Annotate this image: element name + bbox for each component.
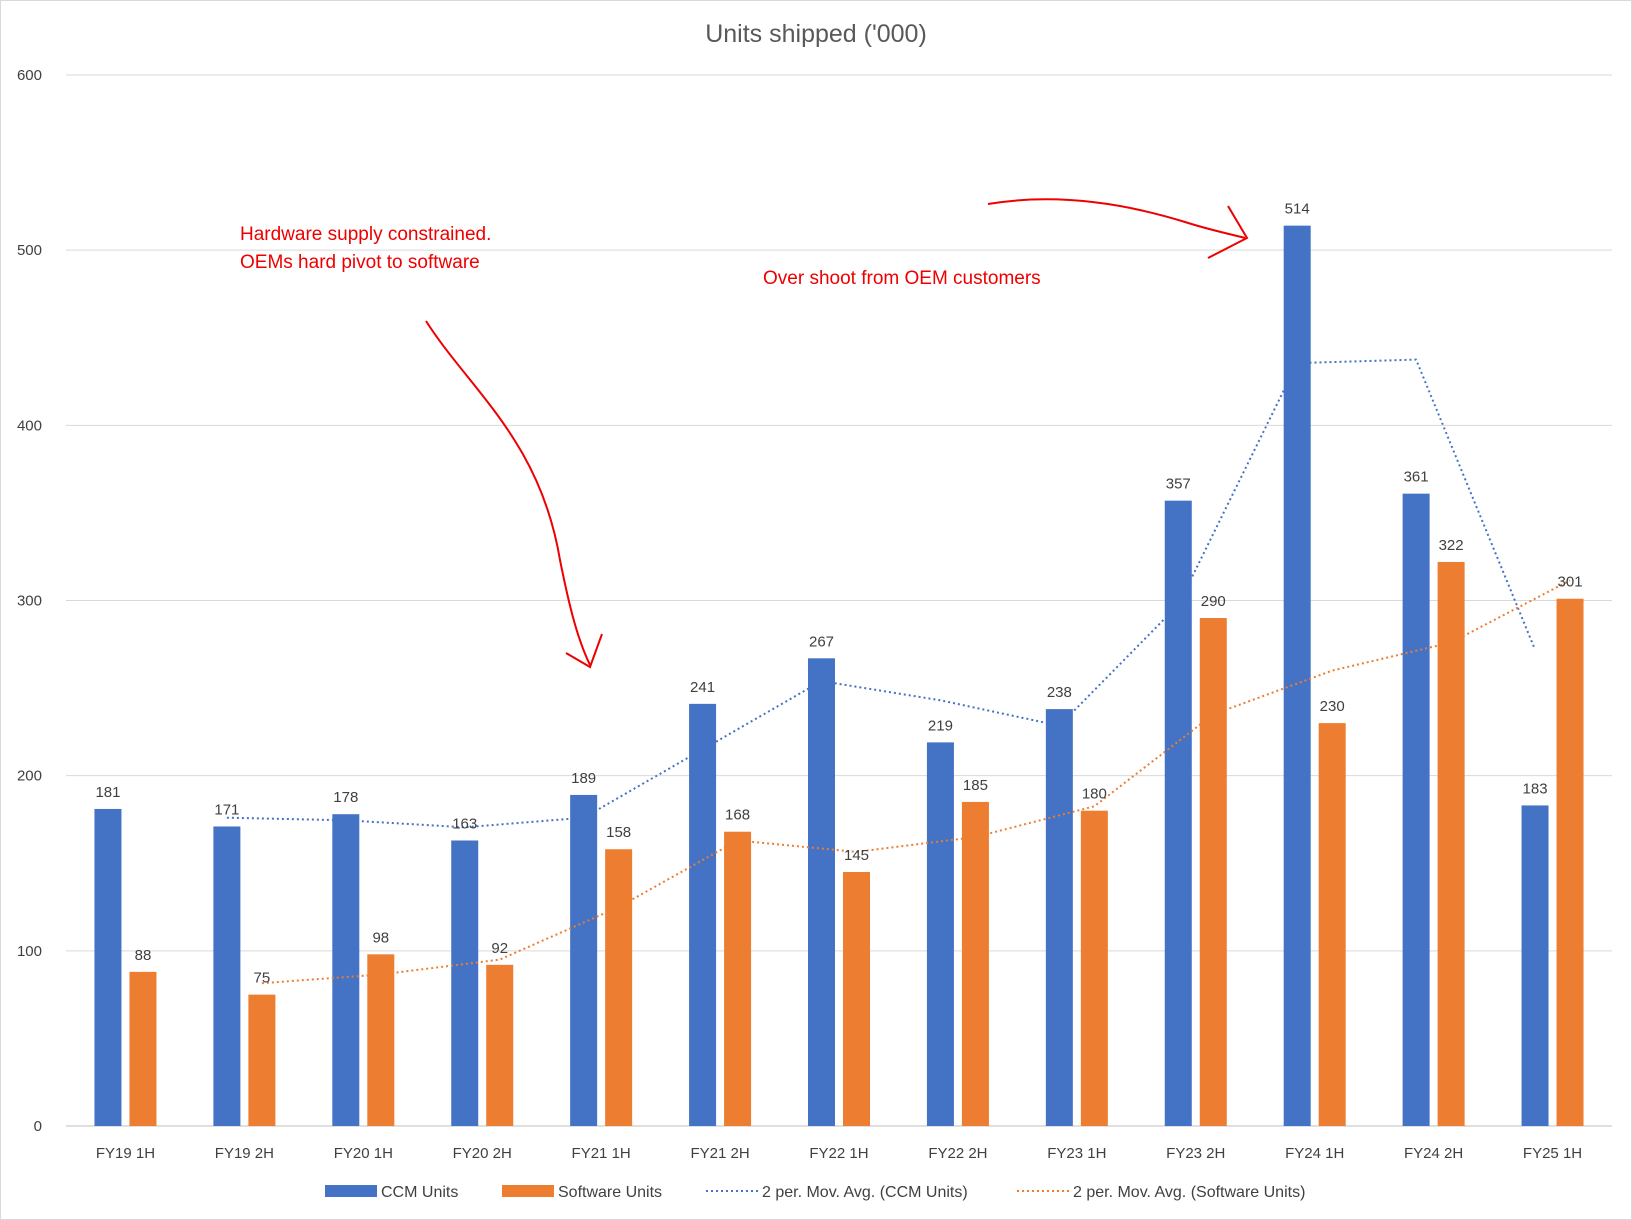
chart-title: Units shipped ('000) — [705, 20, 927, 48]
ccm-bar — [332, 814, 360, 1126]
x-tick-label: FY23 1H — [1047, 1145, 1106, 1162]
ccm-bar — [213, 826, 241, 1126]
ccm-data-label: 514 — [1285, 201, 1310, 218]
software-data-label: 75 — [254, 970, 271, 987]
software-data-label: 92 — [491, 940, 508, 957]
y-tick-label: 400 — [17, 417, 42, 434]
ccm-bar — [1164, 500, 1192, 1126]
software-bar — [961, 801, 989, 1126]
y-axis-ticks: 0 100 200 300 400 500 600 — [17, 67, 42, 1135]
ccm-data-label: 163 — [452, 815, 477, 832]
ccm-bar — [689, 703, 717, 1126]
software-data-label: 322 — [1439, 537, 1464, 554]
legend-software-moving-average-label: 2 per. Mov. Avg. (Software Units) — [1073, 1184, 1305, 1201]
ccm-data-label: 189 — [571, 770, 596, 787]
annotation-1-arrowhead — [565, 633, 603, 669]
gridlines — [66, 74, 1612, 1127]
ccm-data-label: 219 — [928, 717, 953, 734]
ccm-data-label: 181 — [95, 784, 120, 801]
ccm-data-label: 267 — [809, 633, 834, 650]
x-tick-label: FY20 2H — [453, 1145, 512, 1162]
legend-software-units-label: Software Units — [558, 1184, 662, 1201]
y-tick-label: 500 — [17, 242, 42, 259]
ccm-data-label: 178 — [333, 789, 358, 806]
x-tick-label: FY19 2H — [215, 1145, 274, 1162]
ccm-bar — [451, 840, 479, 1126]
y-tick-label: 100 — [17, 943, 42, 960]
software-bar — [1080, 810, 1108, 1126]
ccm-data-label: 357 — [1166, 476, 1191, 493]
software-data-label: 180 — [1082, 786, 1107, 803]
ccm-data-label: 361 — [1404, 469, 1429, 486]
software-data-label: 88 — [135, 947, 152, 964]
legend-ccm-units-swatch — [325, 1185, 377, 1197]
software-bar — [605, 849, 633, 1126]
annotation-2-arrow — [987, 198, 1246, 239]
ccm-bar — [1045, 709, 1073, 1126]
ccm-bar — [1521, 805, 1549, 1126]
ccm-data-label: 238 — [1047, 684, 1072, 701]
annotation-2-line-1: Over shoot from OEM customers — [763, 268, 1041, 289]
annotations: Hardware supply constrained. OEMs hard p… — [240, 198, 1249, 669]
ccm-bar — [808, 658, 835, 1126]
ccm-bar — [1402, 493, 1430, 1127]
software-bar — [1318, 723, 1346, 1126]
software-data-label: 290 — [1201, 593, 1226, 610]
legend-software-units-swatch — [502, 1185, 554, 1197]
x-tick-label: FY21 1H — [572, 1145, 631, 1162]
software-bar — [248, 994, 276, 1126]
bars — [94, 225, 1584, 1127]
software-data-label: 301 — [1558, 574, 1583, 591]
annotation-1-line-1: Hardware supply constrained. — [240, 224, 491, 245]
data-labels: 181 171 178 163 189 241 267 219 238 357 514 361 183 8… — [95, 201, 1582, 987]
ccm-bar — [570, 794, 598, 1126]
y-tick-label: 0 — [34, 1118, 42, 1135]
x-tick-label: FY22 2H — [928, 1145, 987, 1162]
x-tick-label: FY24 1H — [1285, 1145, 1344, 1162]
x-tick-label: FY23 2H — [1166, 1145, 1225, 1162]
software-bar — [129, 971, 157, 1126]
annotation-2-arrowhead — [1207, 205, 1249, 259]
software-data-label: 158 — [606, 824, 631, 841]
software-data-label: 145 — [844, 847, 869, 864]
trendlines — [226, 358, 1571, 985]
ccm-bar — [1283, 225, 1311, 1127]
x-axis-ticks: FY19 1H FY19 2H FY20 1H FY20 2H FY21 1H FY21 … — [96, 1145, 1582, 1162]
x-tick-label: FY25 1H — [1523, 1145, 1582, 1162]
x-tick-label: FY21 2H — [690, 1145, 749, 1162]
software-bar — [367, 954, 395, 1126]
y-tick-label: 200 — [17, 768, 42, 785]
ccm-data-label: 183 — [1523, 780, 1548, 797]
software-data-label: 98 — [372, 929, 389, 946]
annotation-1-arrow — [425, 320, 591, 666]
software-bar — [843, 872, 870, 1126]
ccm-bar — [926, 742, 954, 1126]
y-tick-label: 600 — [17, 67, 42, 84]
legend: CCM Units Software Units 2 per. Mov. Avg. … — [325, 1184, 1305, 1201]
x-tick-label: FY20 1H — [334, 1145, 393, 1162]
y-tick-label: 300 — [17, 593, 42, 610]
software-data-label: 185 — [963, 777, 988, 794]
legend-ccm-units-label: CCM Units — [381, 1184, 458, 1201]
ccm-data-label: 241 — [690, 679, 715, 696]
software-data-label: 230 — [1320, 698, 1345, 715]
software-bar — [486, 964, 514, 1126]
software-data-label: 168 — [725, 807, 750, 824]
ccm-moving-average-line — [226, 358, 1536, 829]
software-bar — [1556, 598, 1584, 1126]
x-tick-label: FY19 1H — [96, 1145, 155, 1162]
software-bar — [1199, 618, 1227, 1126]
software-bar — [724, 831, 752, 1126]
ccm-bar — [94, 808, 122, 1126]
annotation-1-line-2: OEMs hard pivot to software — [240, 252, 480, 273]
software-bar — [1437, 561, 1465, 1126]
x-tick-label: FY24 2H — [1404, 1145, 1463, 1162]
ccm-data-label: 171 — [214, 801, 239, 818]
x-tick-label: FY22 1H — [809, 1145, 868, 1162]
legend-ccm-moving-average-label: 2 per. Mov. Avg. (CCM Units) — [762, 1184, 968, 1201]
